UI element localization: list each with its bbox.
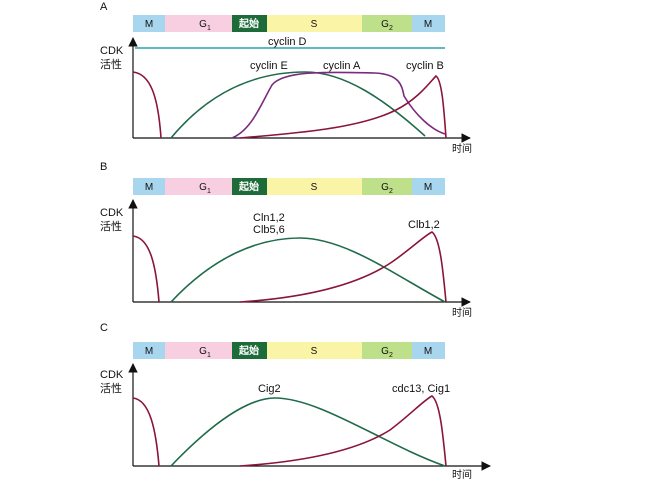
phase-g1 [165,342,232,359]
phase-g1-label: G1 [199,182,211,195]
y-axis-label-activity: 活性 [100,381,122,395]
mitotic-cyclin-decline-curve [132,71,162,139]
cln12-label: Cln1,2 [253,212,285,224]
panel-c-letter: C [100,322,108,334]
phase-g1-label: G1 [199,19,211,32]
cyclin-d-label: cyclin D [268,36,307,48]
phase-m-start [133,342,165,359]
phase-s-label: S [311,19,318,30]
phase-m-end [412,15,445,32]
phase-m-label: M [145,182,153,193]
panel-a: A M G1 起始 S G2 M CDK 活性 时间 cyclin D cycl… [100,1,472,155]
phase-m-end [412,342,445,359]
panel-a-phase-bar: M G1 起始 S G2 M [133,15,445,32]
phase-m-start [133,15,165,32]
panel-a-letter: A [100,1,108,13]
phase-start-label: 起始 [238,180,259,193]
phase-g2 [362,178,412,195]
y-axis-label-activity: 活性 [100,57,122,71]
cdc13-cig1-label: cdc13, Cig1 [392,383,450,395]
g1-cyclin-curve [170,237,446,303]
cig2-label: Cig2 [258,383,281,395]
phase-m2-label: M [424,346,432,357]
panel-c-phase-bar: M G1 起始 S G2 M [133,342,445,359]
cdc13-cig1-curve [239,395,447,467]
x-axis-label-time: 时间 [452,142,472,155]
phase-s [267,15,362,32]
phase-g1 [165,15,232,32]
clb12-label: Clb1,2 [408,219,440,231]
phase-g2-label: G2 [381,182,393,195]
phase-m2-label: M [424,19,432,30]
mitotic-cyclin-decline-curve [132,397,160,467]
x-axis-label-time: 时间 [452,468,472,480]
cyclin-a-curve [231,71,446,139]
phase-s [267,342,362,359]
phase-m-label: M [145,346,153,357]
cyclin-e-label: cyclin E [250,60,288,72]
cyclin-b-curve [239,74,447,139]
cyclin-e-curve [170,71,426,139]
phase-m-start [133,178,165,195]
phase-start [232,15,267,32]
clb56-label: Clb5,6 [253,224,285,236]
mitotic-cyclin-decline-curve [132,235,160,303]
phase-g2-label: G2 [381,19,393,32]
panel-b: B M G1 起始 S G2 M CDK 活性 时间 Cln1,2 Clb5,6… [100,161,472,319]
phase-g2-label: G2 [381,346,393,359]
y-axis-label-activity: 活性 [100,219,122,233]
phase-g1 [165,178,232,195]
y-axis-label-cdk: CDK [100,207,124,219]
phase-m-label: M [145,19,153,30]
x-axis-label-time: 时间 [452,306,472,319]
panel-b-letter: B [100,161,107,173]
phase-start-label: 起始 [238,344,259,357]
panel-c: C M G1 起始 S G2 M CDK 活性 时间 Cig2 cdc13, C… [100,322,491,481]
phase-s-label: S [311,182,318,193]
phase-start-label: 起始 [238,17,259,30]
phase-s-label: S [311,346,318,357]
phase-start [232,342,267,359]
mitotic-cyclin-curve [239,231,447,303]
phase-s [267,178,362,195]
phase-g2 [362,342,412,359]
y-axis-label-cdk: CDK [100,369,124,381]
cig2-curve [170,397,446,467]
phase-g1-label: G1 [199,346,211,359]
cyclin-a-label: cyclin A [323,60,361,72]
cyclin-b-label: cyclin B [406,60,444,72]
panel-b-phase-bar: M G1 起始 S G2 M [133,178,445,195]
phase-m2-label: M [424,182,432,193]
y-axis-label-cdk: CDK [100,45,124,57]
phase-g2 [362,15,412,32]
phase-start [232,178,267,195]
phase-m-end [412,178,445,195]
